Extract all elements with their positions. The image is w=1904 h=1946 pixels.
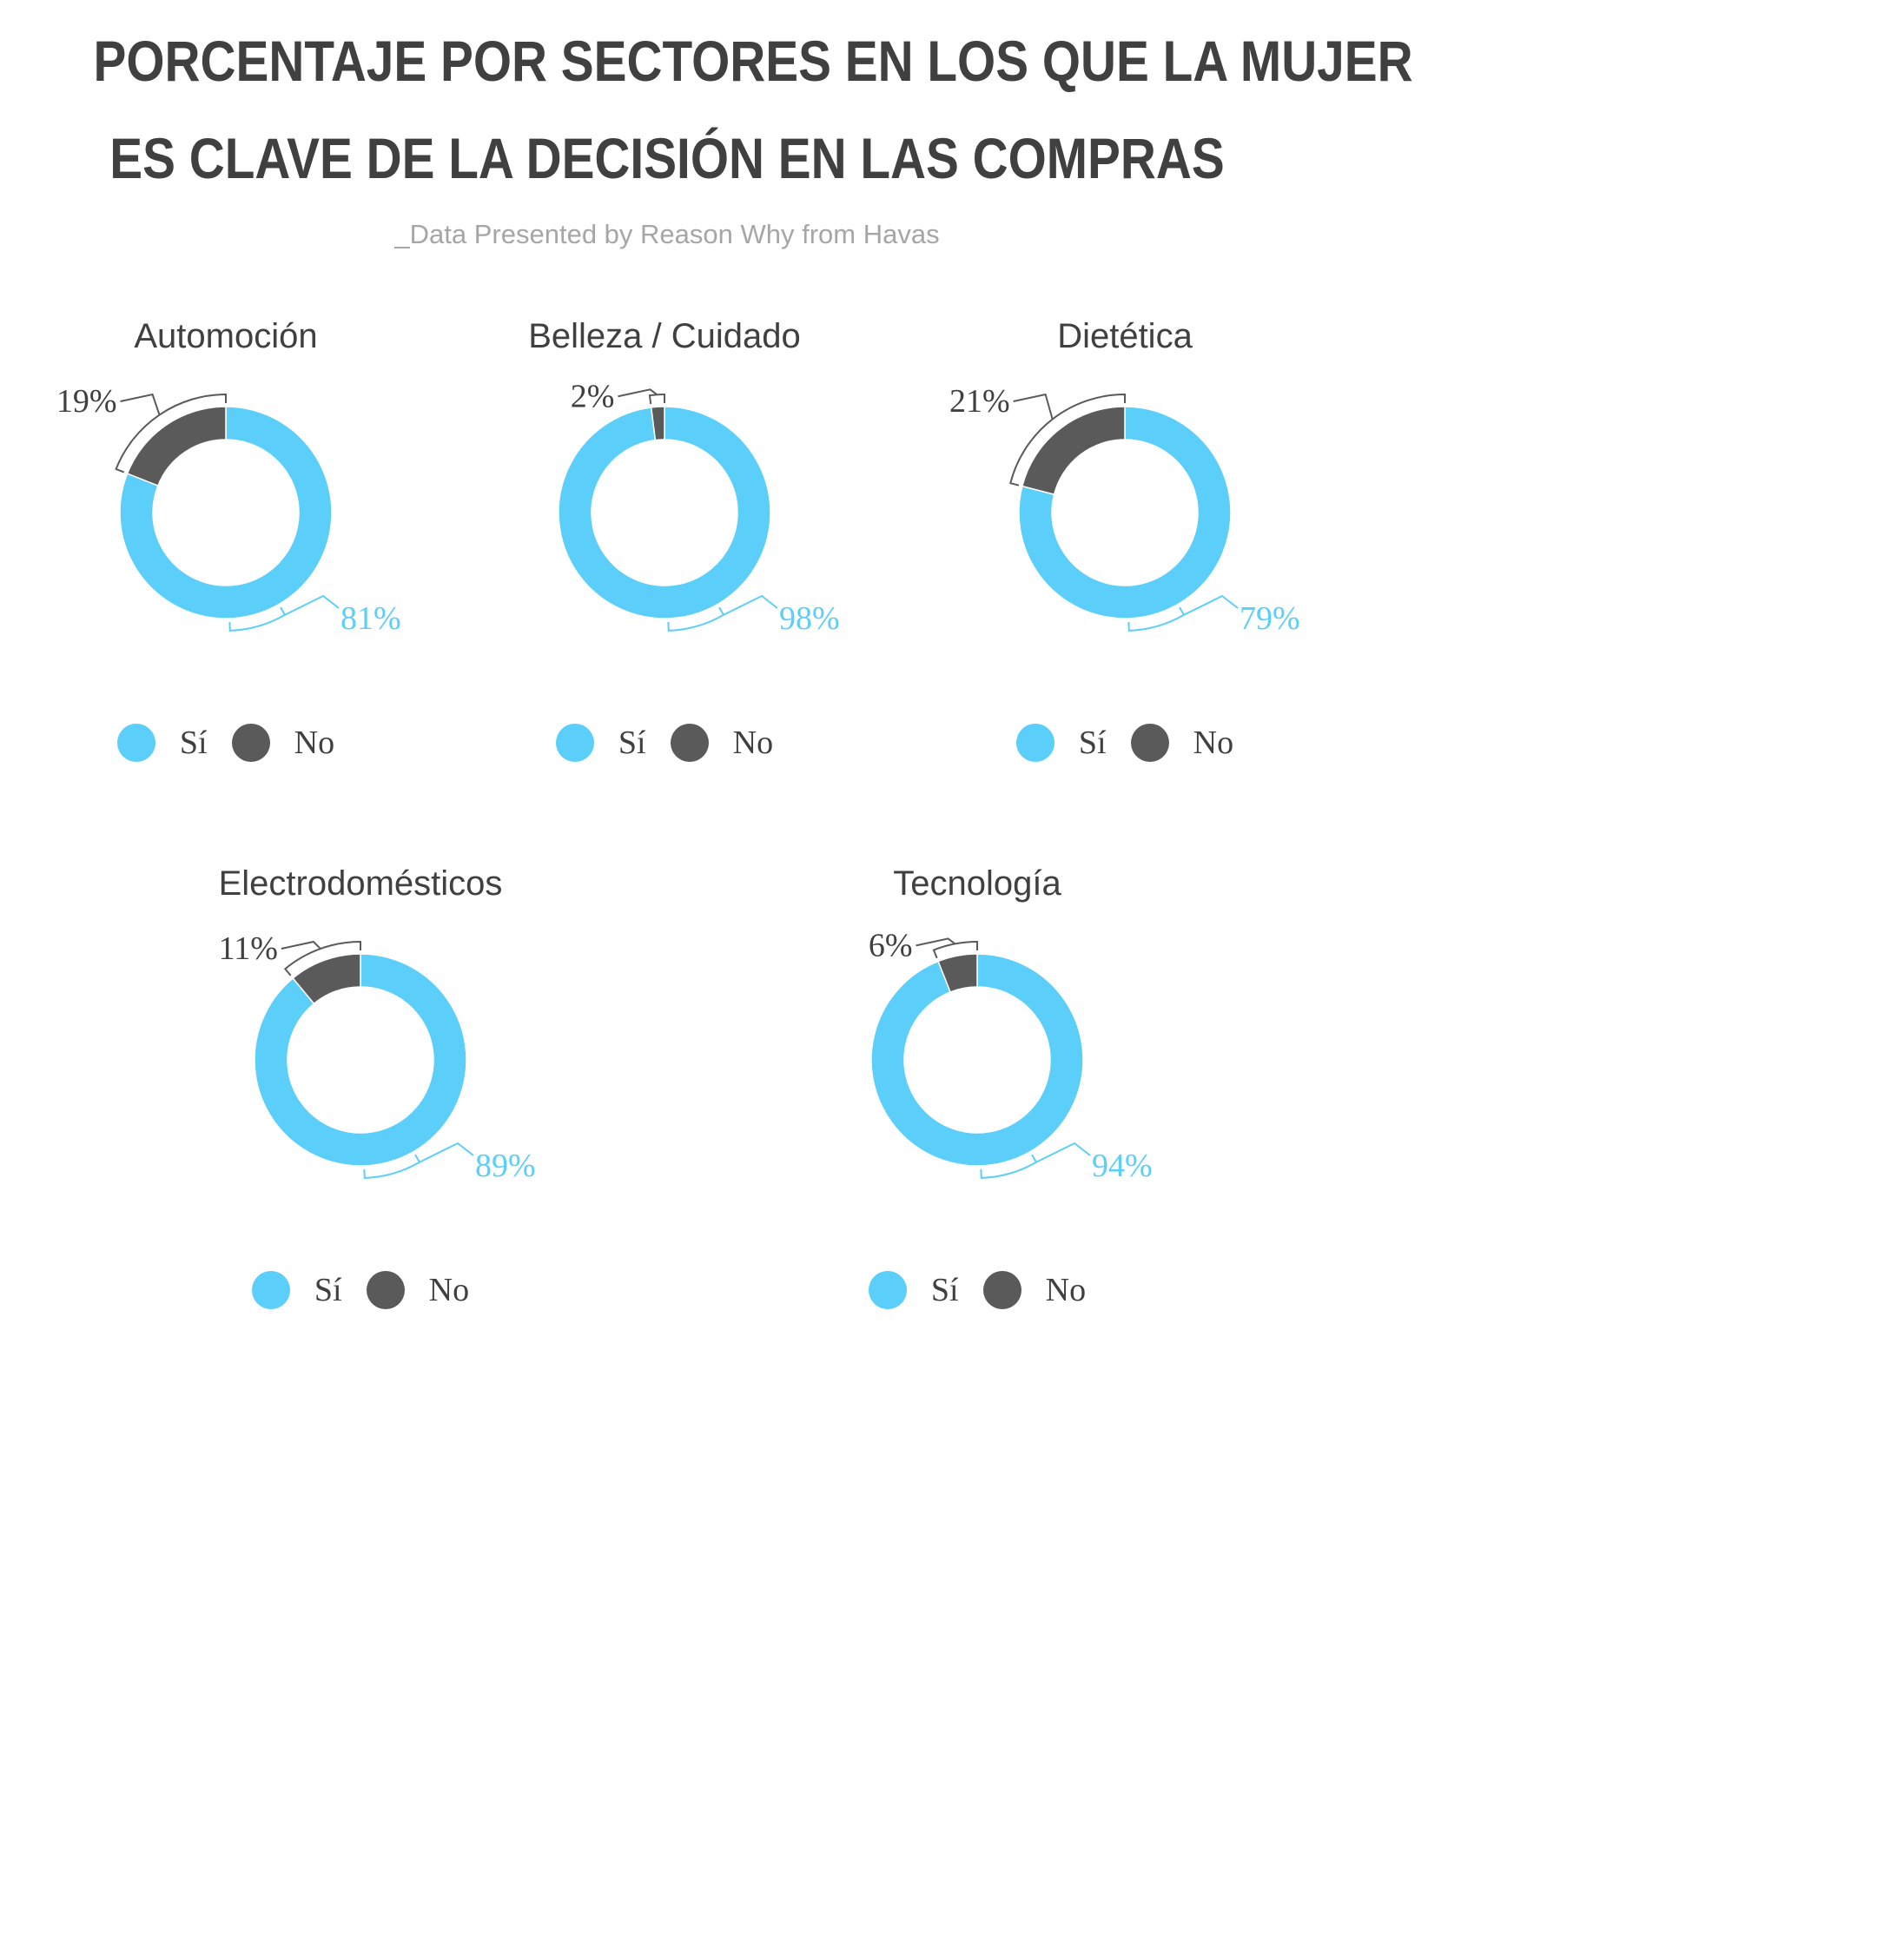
- slice-no: [937, 953, 978, 993]
- data-label-si: 94%: [1092, 1148, 1153, 1184]
- donut-chart: 19% 81%: [56, 383, 401, 637]
- donut-chart: 11% 89%: [219, 930, 536, 1184]
- donut-chart-panel: Automoción 19% 81% Sí No: [0, 317, 452, 804]
- slice-si-leader: [1035, 1142, 1091, 1163]
- legend-item-si: Sí: [116, 724, 208, 762]
- legend-item-no: No: [366, 1271, 470, 1309]
- legend-swatch-no: [1130, 724, 1169, 762]
- legend-swatch-no: [366, 1271, 405, 1309]
- donut-chart-panel: Belleza / Cuidado 2% 98% Sí No: [439, 317, 890, 804]
- data-label-si: 89%: [475, 1148, 536, 1184]
- slice-no-leader: [281, 940, 321, 950]
- slice-no-leader: [618, 388, 658, 398]
- slice-si-leader: [419, 1142, 474, 1163]
- legend-label-si: Sí: [1078, 725, 1107, 761]
- legend-swatch-no: [982, 1271, 1021, 1309]
- slice-si-leader: [723, 594, 778, 616]
- slice-no-bracket: [648, 393, 665, 405]
- legend-label-no: No: [1193, 725, 1234, 761]
- donut-chart-panel: Tecnología 6% 94% Sí No: [751, 864, 1203, 1351]
- slice-si-bracket: [1127, 606, 1186, 632]
- slice-no-bracket: [115, 393, 227, 473]
- legend-item-no: No: [231, 724, 335, 762]
- slice-si-bracket: [667, 606, 725, 632]
- slice-si: [119, 406, 333, 619]
- chart-legend: Sí No: [751, 1268, 1203, 1312]
- slice-si-bracket: [363, 1154, 421, 1179]
- chart-title: Automoción: [134, 317, 318, 355]
- page-title: PORCENTAJE POR SECTORES EN LOS QUE LA MU…: [93, 12, 1413, 207]
- slice-no-leader: [120, 393, 161, 415]
- slice-si-bracket: [228, 606, 287, 632]
- chart-title: Electrodomésticos: [218, 864, 503, 903]
- donut-chart-panel: Electrodomésticos 11% 89% Sí No: [135, 864, 586, 1351]
- donut-chart: 21% 79%: [949, 383, 1300, 637]
- legend-label-si: Sí: [314, 1272, 342, 1308]
- data-label-si: 81%: [340, 600, 401, 637]
- legend-label-si: Sí: [930, 1272, 959, 1308]
- legend-label-no: No: [732, 725, 774, 761]
- chart-legend: Sí No: [0, 721, 452, 764]
- subtitle: _Data Presented by Reason Why from Havas: [394, 219, 940, 249]
- slice-no: [650, 406, 665, 441]
- legend-item-no: No: [670, 724, 774, 762]
- legend-label-si: Sí: [179, 725, 208, 761]
- legend-item-si: Sí: [868, 1271, 959, 1309]
- legend-swatch-si: [868, 1271, 907, 1309]
- legend-item-no: No: [1130, 724, 1234, 762]
- slice-si: [870, 953, 1084, 1167]
- slice-si: [558, 406, 771, 619]
- legend-label-no: No: [1045, 1272, 1087, 1308]
- legend-label-no: No: [294, 725, 335, 761]
- chart-legend: Sí No: [439, 721, 890, 764]
- donut-chart: 2% 98%: [558, 378, 840, 637]
- legend-swatch-no: [670, 724, 709, 762]
- slice-no: [292, 953, 361, 1005]
- legend-item-si: Sí: [1015, 724, 1107, 762]
- legend-swatch-si: [251, 1271, 290, 1309]
- data-label-si: 98%: [779, 600, 840, 637]
- legend-item-si: Sí: [555, 724, 646, 762]
- data-label-no: 11%: [219, 930, 278, 967]
- data-label-no: 19%: [56, 383, 117, 420]
- title-line-1: PORCENTAJE POR SECTORES EN LOS QUE LA MU…: [93, 29, 1413, 93]
- data-label-no: 2%: [571, 378, 615, 414]
- data-label-no: 6%: [869, 927, 913, 963]
- chart-legend: Sí No: [135, 1268, 586, 1312]
- legend-label-si: Sí: [618, 725, 646, 761]
- data-label-si: 79%: [1240, 600, 1300, 637]
- legend-swatch-si: [1015, 724, 1054, 762]
- slice-si: [1018, 406, 1232, 619]
- legend-item-si: Sí: [251, 1271, 342, 1309]
- slice-si-leader: [1183, 594, 1239, 616]
- slice-no: [1021, 406, 1126, 496]
- donut-chart-panel: Dietética 21% 79% Sí No: [899, 317, 1351, 804]
- legend-swatch-si: [555, 724, 594, 762]
- chart-title: Belleza / Cuidado: [528, 317, 801, 355]
- legend-label-no: No: [428, 1272, 470, 1308]
- slice-no-bracket: [1009, 393, 1126, 486]
- chart-title: Dietética: [1057, 317, 1193, 355]
- slice-si-bracket: [980, 1154, 1038, 1179]
- slice-si-leader: [284, 594, 340, 616]
- data-label-no: 21%: [949, 383, 1010, 420]
- chart-legend: Sí No: [899, 721, 1351, 764]
- legend-swatch-si: [116, 724, 155, 762]
- chart-title: Tecnología: [893, 864, 1061, 903]
- donut-chart: 6% 94%: [869, 927, 1153, 1184]
- slice-no-leader: [1013, 393, 1054, 420]
- slice-si: [254, 953, 467, 1167]
- slice-no: [126, 406, 227, 487]
- title-line-2: ES CLAVE DE LA DECISIÓN EN LAS COMPRAS: [109, 126, 1225, 190]
- slice-no-leader: [916, 937, 956, 947]
- legend-item-no: No: [982, 1271, 1087, 1309]
- legend-swatch-no: [231, 724, 270, 762]
